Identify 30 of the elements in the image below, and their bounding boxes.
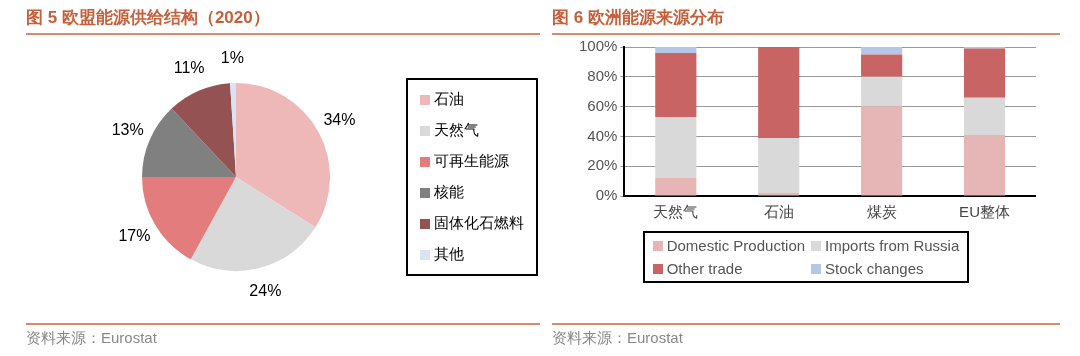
text: 资料来源：Eurostat bbox=[552, 329, 684, 348]
data-label: 17% bbox=[118, 227, 151, 245]
y-tick-label: 80% bbox=[587, 66, 618, 84]
legend-label: Imports from Russia bbox=[825, 237, 960, 254]
chart-title: 图 6 欧洲能源来源分布 bbox=[552, 0, 1060, 35]
data-label: 1% bbox=[220, 49, 244, 67]
y-tick-label: 0% bbox=[595, 186, 618, 204]
legend-label: 天然气 bbox=[434, 121, 479, 140]
y-tick-label: 60% bbox=[587, 96, 618, 114]
x-tick-label: 煤炭 bbox=[866, 203, 897, 221]
x-tick-label: EU整体 bbox=[959, 203, 1010, 221]
legend-label: 核能 bbox=[434, 183, 464, 202]
y-tick-label: 20% bbox=[587, 156, 618, 174]
legend-label: Other trade bbox=[666, 260, 743, 277]
y-tick-label: 40% bbox=[587, 126, 618, 144]
x-tick-label: 石油 bbox=[763, 203, 794, 221]
legend-label: 石油 bbox=[434, 90, 464, 109]
text: 资料来源：Eurostat bbox=[26, 329, 158, 348]
x-tick-label: 天然气 bbox=[653, 203, 699, 221]
data-label: 13% bbox=[111, 120, 144, 138]
legend-label: Stock changes bbox=[825, 260, 924, 277]
legend-label: 可再生能源 bbox=[434, 152, 509, 171]
y-tick-label: 100% bbox=[578, 37, 618, 55]
data-label: 11% bbox=[173, 59, 205, 77]
chart-title: 图 5 欧盟能源供给结构（2020） bbox=[26, 0, 540, 35]
legend-label: 其他 bbox=[434, 245, 464, 264]
data-label: 24% bbox=[249, 281, 282, 299]
data-label: 34% bbox=[323, 110, 356, 128]
legend-label: Domestic Production bbox=[666, 237, 806, 254]
legend-label: 固体化石燃料 bbox=[434, 214, 524, 233]
